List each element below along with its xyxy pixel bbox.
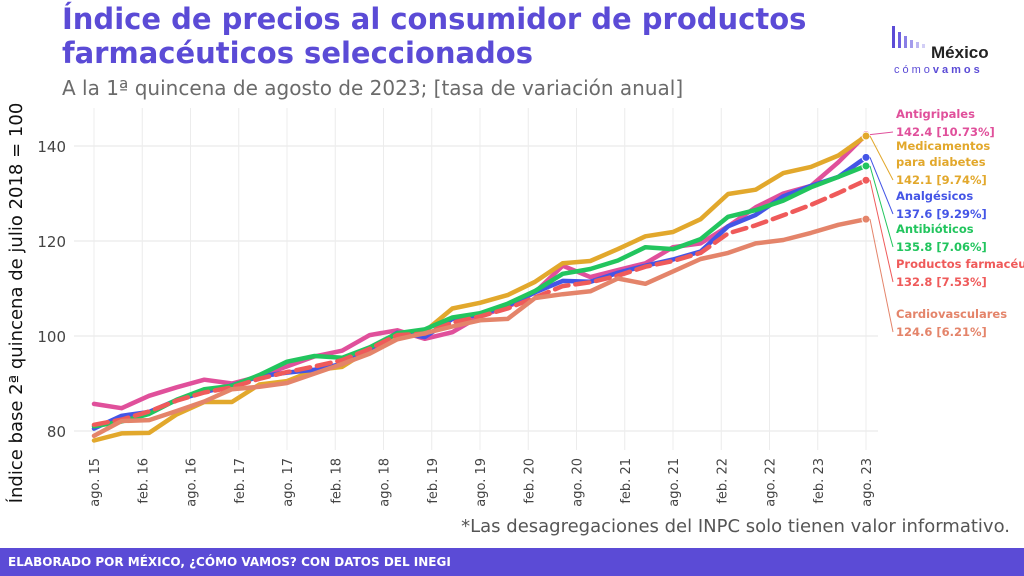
grid [74, 108, 878, 450]
x-tick-label: feb. 22 [715, 458, 730, 504]
series-end-marker [861, 131, 871, 141]
footer-credit: ELABORADO POR MÉXICO, ¿CÓMO VAMOS? CON D… [8, 555, 451, 569]
x-tick-label: ago. 18 [378, 458, 393, 507]
x-tick-label: feb. 17 [233, 458, 248, 504]
x-tick-label: feb. 16 [136, 458, 151, 504]
x-tick-label: feb. 21 [619, 458, 634, 504]
series-end-marker [861, 214, 871, 224]
line-chart: 80 100 120 140 ago. 15 feb. 16 ago. 16 feb. 17 a… [5, 103, 1024, 507]
series-label: Antigripales 142.4 [10.73%] [896, 107, 995, 139]
series-line [91, 177, 869, 428]
logo-bars-icon [892, 26, 925, 48]
logo-subtitle: cómovamos [894, 64, 983, 76]
series-name: Antibióticos [896, 222, 974, 236]
series-value-label: 124.6 [6.21%] [896, 325, 987, 339]
series-label: Cardiovasculares 124.6 [6.21%] [896, 307, 1007, 339]
series-value-label: 132.8 [7.53%] [896, 275, 987, 289]
series-lines [91, 130, 871, 443]
y-tick-label: 100 [37, 328, 66, 346]
label-connector [869, 135, 894, 181]
label-connector [869, 165, 894, 248]
series-name: Productos farmacéuticos [896, 257, 1024, 271]
series-end-marker [861, 161, 871, 171]
x-tick-label: feb. 18 [329, 458, 344, 504]
series-label: Antibióticos 135.8 [7.06%] [896, 222, 987, 254]
series-label: Medicamentos para diabetes 142.1 [9.74%] [896, 139, 990, 187]
x-tick-label: ago. 21 [667, 458, 682, 507]
y-tick-label: 140 [37, 138, 66, 156]
series-name: para diabetes [896, 155, 986, 169]
x-tick-label: ago. 22 [764, 458, 779, 507]
series-name: Analgésicos [896, 189, 973, 203]
series-value-label: 137.6 [9.29%] [896, 207, 987, 221]
series-label: Productos farmacéuticos 132.8 [7.53%] [896, 257, 1024, 289]
series-line [91, 216, 869, 439]
label-connector [869, 157, 894, 215]
series-name: Antigripales [896, 107, 975, 121]
x-tick-label: ago. 17 [281, 458, 296, 507]
series-name: Cardiovasculares [896, 307, 1007, 321]
logo-word: México [931, 43, 989, 62]
x-tick-label: ago. 19 [474, 458, 489, 507]
series-end-marker [861, 175, 871, 185]
x-tick-label: ago. 15 [88, 458, 103, 507]
series-end-marker [861, 152, 871, 162]
series-value-label: 142.1 [9.74%] [896, 173, 987, 187]
axes: 80 100 120 140 ago. 15 feb. 16 ago. 16 feb. 17 a… [5, 103, 875, 507]
label-connector [869, 180, 894, 283]
series-line [91, 133, 869, 443]
series-value-label: 135.8 [7.06%] [896, 240, 987, 254]
chart-title: Índice de precios al consumidor de produ… [62, 2, 807, 70]
footnote: *Las desagregaciones del INPC solo tiene… [461, 516, 1010, 537]
chart-subtitle: A la 1ª quincena de agosto de 2023; [tas… [62, 76, 684, 100]
end-labels: Antigripales 142.4 [10.73%]Medicamentos pa… [869, 107, 1024, 339]
label-connector [869, 219, 894, 333]
x-tick-label: ago. 16 [185, 458, 200, 507]
label-connector [869, 131, 894, 136]
x-tick-label: ago. 23 [860, 458, 875, 507]
footer-bar: ELABORADO POR MÉXICO, ¿CÓMO VAMOS? CON D… [0, 548, 1024, 576]
y-axis-title: Índice base 2ª quincena de julio 2018 = … [5, 103, 27, 504]
x-tick-label: ago. 20 [571, 458, 586, 507]
series-value-label: 142.4 [10.73%] [896, 125, 995, 139]
x-tick-label: feb. 23 [812, 458, 827, 504]
mexico-como-vamos-logo: México cómovamos [890, 22, 1010, 82]
series-name: Medicamentos [896, 139, 990, 153]
y-tick-label: 120 [37, 233, 66, 251]
series-label: Analgésicos 137.6 [9.29%] [896, 189, 987, 221]
x-tick-label: feb. 20 [522, 458, 537, 504]
y-tick-label: 80 [47, 423, 66, 441]
x-tick-label: feb. 19 [426, 458, 441, 504]
